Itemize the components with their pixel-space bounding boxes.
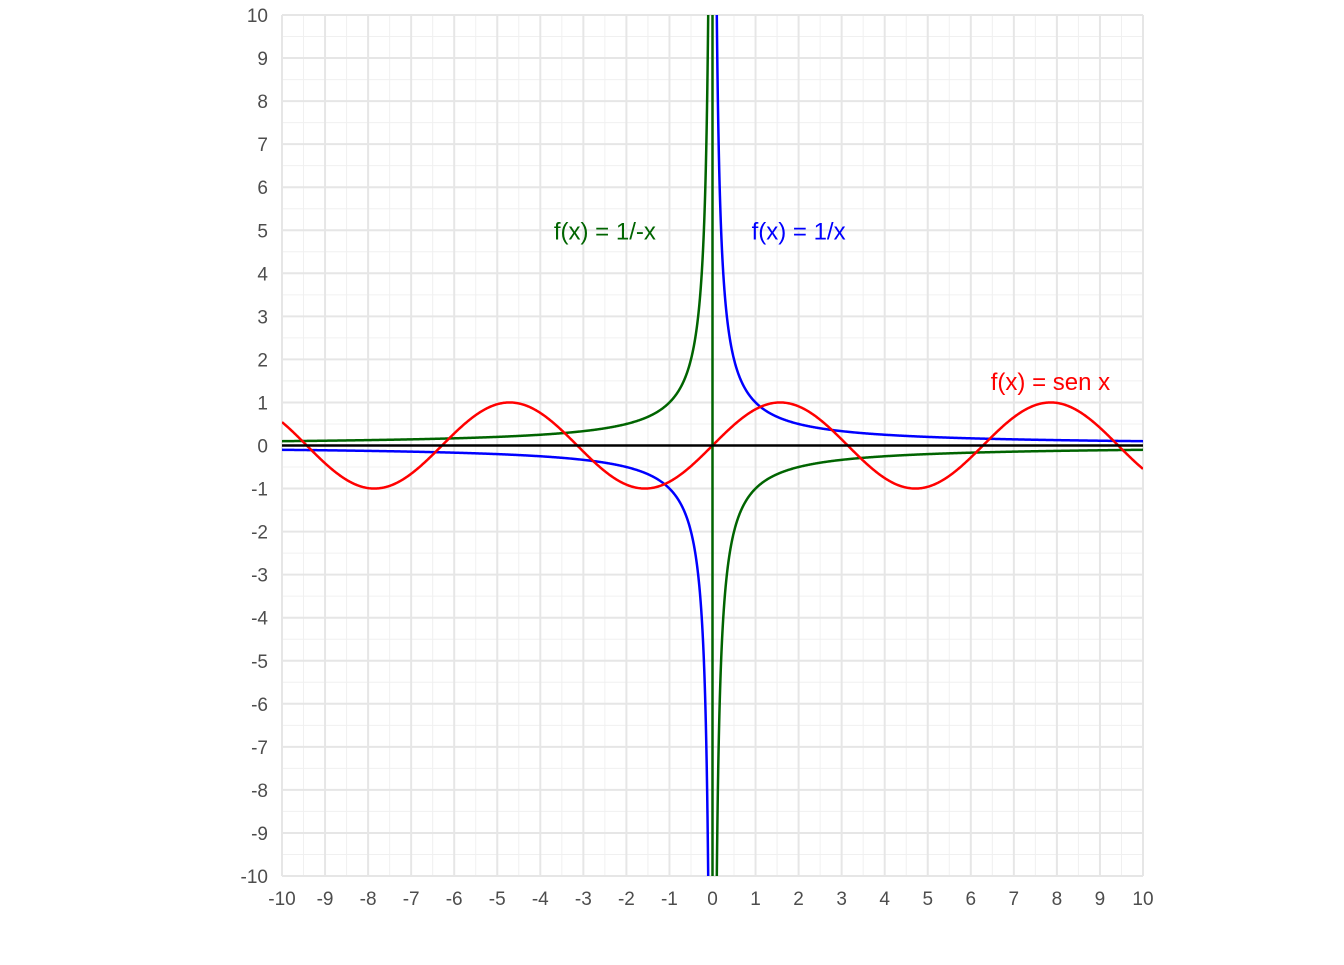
x-tick-label: 3 — [836, 889, 847, 910]
y-tick-label: -9 — [251, 824, 268, 845]
y-tick-label: 0 — [257, 437, 268, 458]
y-tick-label: 10 — [247, 6, 268, 27]
y-tick-label: -8 — [251, 781, 268, 802]
x-tick-label: 6 — [966, 889, 977, 910]
y-tick-label: 5 — [257, 221, 268, 242]
y-tick-label: 6 — [257, 178, 268, 199]
y-tick-label: -6 — [251, 695, 268, 716]
x-tick-label: -4 — [532, 889, 549, 910]
y-tick-label: 3 — [257, 307, 268, 328]
y-tick-label: -2 — [251, 523, 268, 544]
y-tick-label: 9 — [257, 49, 268, 70]
x-tick-label: -7 — [403, 889, 420, 910]
curves — [282, 15, 1143, 876]
y-tick-label: 2 — [257, 350, 268, 371]
x-tick-label: -5 — [489, 889, 506, 910]
y-tick-label: 7 — [257, 135, 268, 156]
series-line-1 — [282, 15, 1143, 876]
x-tick-label: 8 — [1052, 889, 1063, 910]
x-tick-label: 10 — [1132, 889, 1153, 910]
y-tick-label: -4 — [251, 609, 268, 630]
x-tick-label: 4 — [879, 889, 890, 910]
y-tick-label: 4 — [257, 264, 268, 285]
x-tick-label: 7 — [1009, 889, 1020, 910]
x-tick-label: 9 — [1095, 889, 1106, 910]
x-tick-label: 2 — [793, 889, 804, 910]
x-tick-label: -2 — [618, 889, 635, 910]
series-label-0: f(x) = 1/-x — [554, 218, 656, 245]
x-tick-label: -1 — [661, 889, 678, 910]
x-tick-label: -10 — [268, 889, 295, 910]
y-tick-label: 1 — [257, 393, 268, 414]
y-tick-label: -1 — [251, 480, 268, 501]
tick-labels: -10 -9 -8 -7 -6 -5 -4 -3 -2 -1 0 1 2 3 4 5 6 7 8 9 10-10-9-8… — [241, 6, 1154, 910]
x-tick-label: 0 — [707, 889, 718, 910]
series-line-0 — [282, 15, 1143, 876]
x-tick-label: -3 — [575, 889, 592, 910]
series-label-1: f(x) = 1/x — [752, 218, 846, 245]
x-tick-label: 5 — [922, 889, 933, 910]
y-tick-label: 8 — [257, 92, 268, 113]
x-tick-label: -9 — [317, 889, 334, 910]
y-tick-label: -3 — [251, 566, 268, 587]
series-label-2: f(x) = sen x — [991, 369, 1110, 396]
y-tick-label: -5 — [251, 652, 268, 673]
x-tick-label: -6 — [446, 889, 463, 910]
x-tick-label: -8 — [360, 889, 377, 910]
x-tick-label: 1 — [750, 889, 761, 910]
y-tick-label: -10 — [241, 867, 268, 888]
y-tick-label: -7 — [251, 738, 268, 759]
curve-labels: f(x) = 1/-x f(x) = 1/x f(x) = sen x — [554, 218, 1110, 396]
